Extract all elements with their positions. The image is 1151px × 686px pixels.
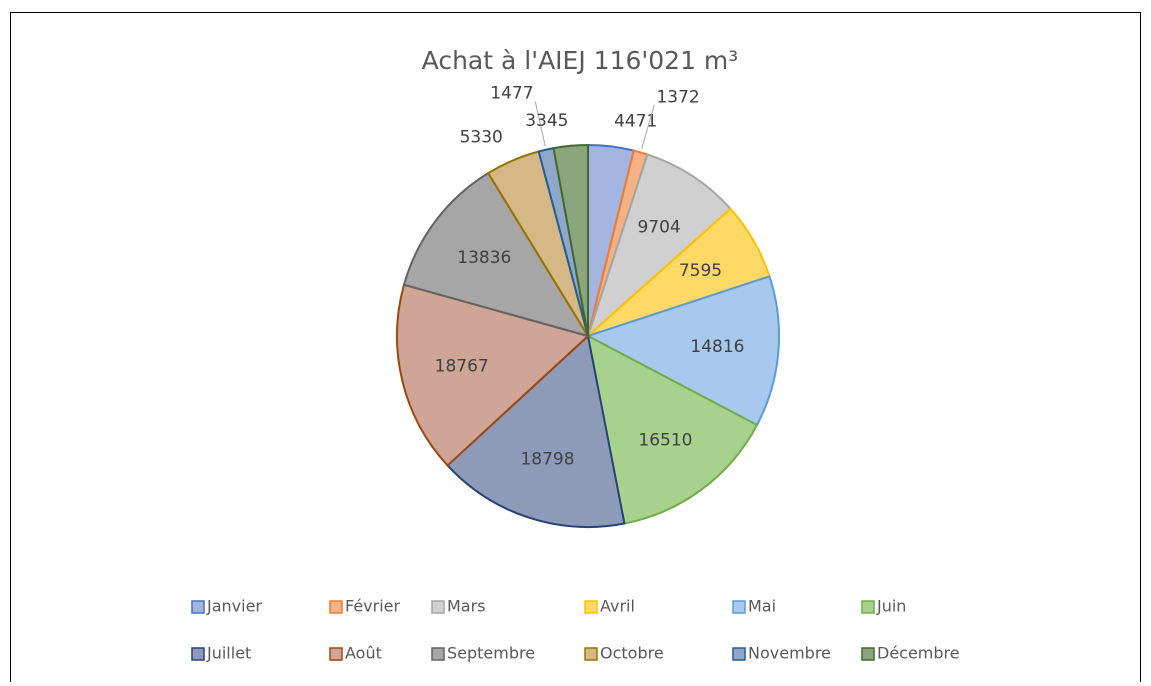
pie-slice xyxy=(446,334,626,528)
pie-slice xyxy=(585,153,732,340)
legend-label: Août xyxy=(345,644,382,663)
leader-line xyxy=(534,101,546,147)
legend-swatch xyxy=(431,647,445,661)
legend-label: Mars xyxy=(447,597,486,616)
legend-swatch xyxy=(732,647,746,661)
legend-swatch xyxy=(732,600,746,614)
legend-swatch xyxy=(861,600,875,614)
legend-swatch xyxy=(191,600,205,614)
legend-swatch xyxy=(861,647,875,661)
legend-label: Décembre xyxy=(877,644,960,663)
data-label: 5330 xyxy=(460,128,503,148)
data-label: 9704 xyxy=(637,217,680,237)
legend-label: Juillet xyxy=(206,644,251,663)
chart-title: Achat à l'AIEJ 116'021 m³ xyxy=(422,46,739,75)
pie-slice xyxy=(585,275,780,427)
data-label: 13836 xyxy=(457,248,511,268)
pie-slice xyxy=(586,334,759,525)
leader-line xyxy=(641,104,655,149)
legend-swatch xyxy=(431,600,445,614)
data-label: 18798 xyxy=(520,449,574,469)
legend-swatch xyxy=(191,647,205,661)
data-label: 18767 xyxy=(435,356,489,376)
data-label: 14816 xyxy=(690,337,744,357)
legend-swatch xyxy=(329,647,343,661)
legend-label: Novembre xyxy=(748,644,831,663)
pie-slice xyxy=(396,283,590,467)
legend-label: Février xyxy=(345,597,401,616)
legend-label: Mai xyxy=(748,597,776,616)
pie-slice xyxy=(552,143,589,337)
data-label: 1477 xyxy=(490,84,533,104)
legend-label: Juin xyxy=(876,597,906,616)
legend-swatch xyxy=(329,600,343,614)
data-label: 7595 xyxy=(679,261,722,281)
legend-swatch xyxy=(584,600,598,614)
legend-label: Janvier xyxy=(206,597,262,616)
data-label: 4471 xyxy=(614,112,657,132)
legend-label: Octobre xyxy=(600,644,664,663)
data-label: 16510 xyxy=(638,430,692,450)
data-label: 1372 xyxy=(656,87,699,107)
pie-slice xyxy=(402,171,591,338)
legend-label: Avril xyxy=(600,597,635,616)
legend-swatch xyxy=(584,647,598,661)
legend-label: Septembre xyxy=(447,644,535,663)
data-label: 3345 xyxy=(525,111,568,131)
